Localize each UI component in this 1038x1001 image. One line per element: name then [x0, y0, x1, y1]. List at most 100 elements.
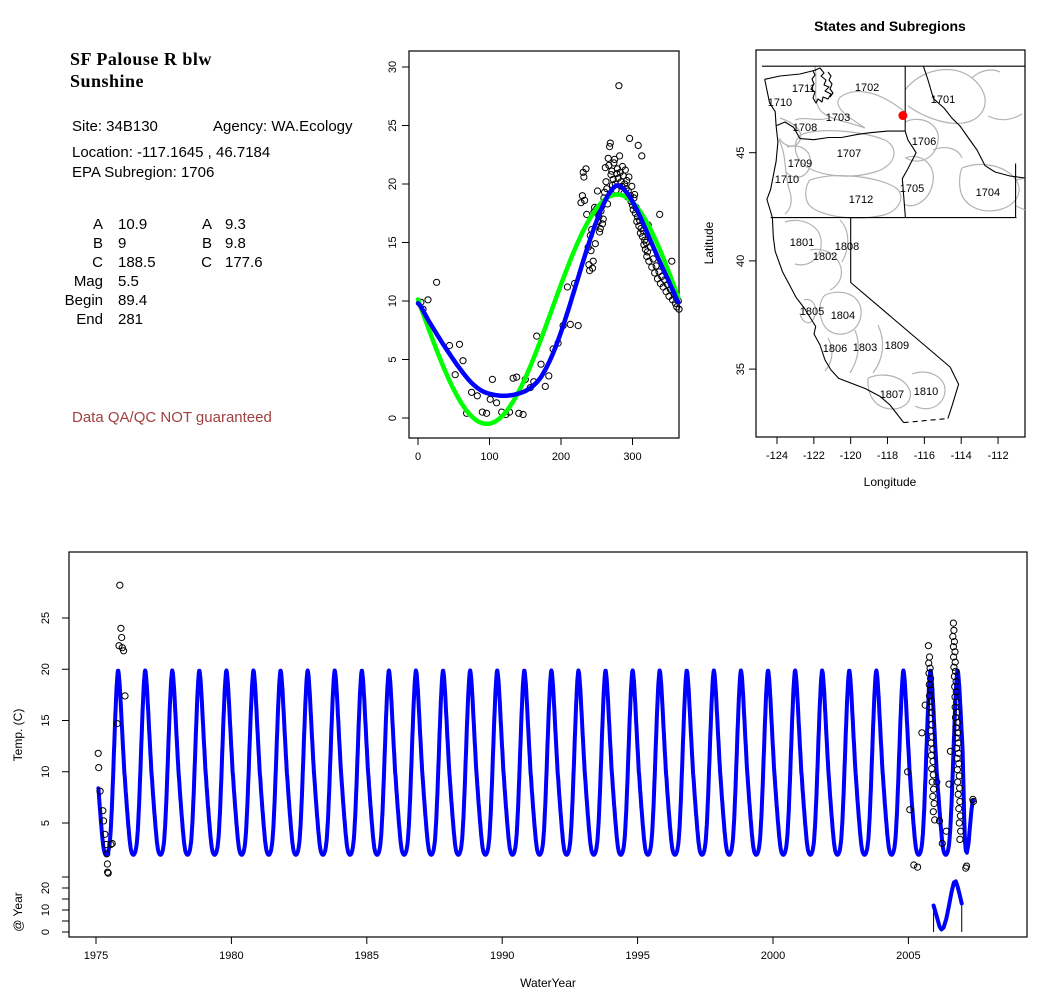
data-point — [951, 683, 959, 691]
data-point — [582, 165, 590, 173]
data-point — [478, 408, 486, 416]
x-tick-label: 1975 — [84, 950, 108, 962]
data-point — [931, 816, 939, 824]
subregion-label: 1707 — [837, 148, 861, 160]
data-point — [455, 340, 464, 348]
subregion-label: 1704 — [976, 187, 1000, 199]
data-point — [953, 754, 961, 762]
data-point — [957, 827, 965, 835]
parameter-value: 89.4 — [118, 292, 148, 309]
x-tick-label: 1985 — [355, 950, 379, 962]
subregion-label: 1802 — [813, 251, 837, 263]
data-point — [468, 388, 476, 396]
parameter-name: C — [201, 254, 212, 271]
data-point — [954, 749, 963, 757]
temp-tick-label: 10 — [40, 766, 52, 778]
data-point — [956, 812, 965, 820]
parameter-row: Mag 5.5 — [58, 272, 282, 291]
pacific-coastline — [764, 79, 905, 423]
data-point — [623, 176, 631, 185]
longitude-tick-label: -122 — [803, 450, 825, 462]
data-point — [963, 862, 971, 870]
data-point — [648, 263, 656, 271]
map-title: States and Subregions — [814, 18, 966, 34]
final-year-subplot — [931, 879, 964, 932]
y-tick-label: 10 — [387, 295, 399, 307]
final-year-curve — [931, 879, 964, 932]
data-point — [99, 807, 107, 815]
parameter-value: 177.6 — [225, 254, 263, 271]
parameter-value: 5.5 — [118, 273, 139, 290]
data-point — [515, 409, 523, 417]
data-point — [945, 780, 953, 788]
subregion-label: 1703 — [826, 112, 850, 124]
data-point — [596, 228, 604, 236]
data-point — [952, 688, 960, 696]
data-point — [954, 729, 962, 737]
parameter-value — [212, 310, 282, 329]
data-point — [625, 173, 633, 181]
data-point — [606, 139, 614, 147]
subregion-label: 1706 — [912, 136, 936, 148]
data-point — [929, 792, 937, 800]
data-point — [545, 372, 553, 380]
data-point — [927, 751, 936, 759]
wateryear-axis-label: WaterYear — [520, 976, 576, 990]
subregion-label: 1807 — [880, 389, 904, 401]
data-point — [604, 154, 612, 162]
parameter-row: Begin 89.4 — [58, 291, 282, 310]
site-location-marker — [898, 111, 908, 121]
year-axis-tick-label: 10 — [40, 904, 52, 916]
parameter-name: A — [201, 216, 212, 233]
data-point — [513, 373, 521, 381]
data-point — [950, 653, 958, 661]
data-point — [949, 643, 958, 651]
y-tick-label: 15 — [387, 236, 399, 248]
parameter-name: Mag — [73, 273, 103, 290]
data-point — [108, 839, 116, 848]
data-point — [930, 785, 938, 793]
data-point — [599, 215, 607, 223]
data-point — [593, 187, 602, 195]
parameter-name: Begin — [64, 292, 103, 309]
data-point — [103, 860, 112, 868]
data-point — [949, 632, 957, 641]
data-point — [121, 692, 129, 700]
seasonal-plot-axes: 0 100 200 300 0 5 10 15 20 25 30 — [387, 61, 642, 463]
x-tick-label: 100 — [480, 451, 498, 463]
data-point — [610, 159, 618, 167]
data-point — [656, 210, 664, 218]
subregion-label: 1709 — [788, 158, 812, 170]
subregion-label: 1710 — [775, 174, 799, 186]
parameter-name: B — [92, 235, 103, 252]
data-point — [609, 175, 617, 183]
latitude-tick-label: 35 — [735, 363, 747, 375]
timeseries-axes: 1975 1980 1985 1990 1995 2000 2005 5 10 15 20 25 0 10… — [40, 612, 921, 962]
data-point — [910, 861, 918, 869]
parameter-name: End — [76, 311, 103, 328]
fit-parameters-table: A 10.9 A 9.3 B 9 B 9.8 C 188.5 C 177.6 Mag 5.5 Begin 89… — [58, 215, 282, 329]
data-point — [638, 152, 646, 160]
data-point — [969, 797, 978, 806]
longitude-tick-label: -120 — [840, 450, 862, 462]
data-point — [486, 395, 494, 403]
data-point — [104, 869, 112, 877]
data-point — [951, 658, 959, 666]
timeseries-observation-points — [94, 581, 978, 877]
data-point — [926, 664, 934, 672]
data-point — [613, 169, 621, 178]
y-tick-label: 0 — [387, 415, 399, 421]
data-point — [951, 648, 959, 656]
parameter-value: 188.5 — [118, 254, 156, 271]
data-point — [533, 332, 541, 340]
site-agency-line: Site: 34B130 Agency: WA.Ecology — [72, 118, 353, 136]
subregion-label: 1810 — [914, 386, 938, 398]
site-title: SF Palouse R blw Sunshine — [70, 48, 212, 92]
site-title-line2: Sunshine — [70, 71, 145, 91]
data-point — [914, 863, 922, 871]
data-point — [616, 152, 624, 160]
data-point — [953, 718, 962, 727]
data-point — [94, 749, 102, 757]
seasonal-scatter-plot: 0 100 200 300 0 5 10 15 20 25 30 — [387, 50, 683, 463]
site-id: Site: 34B130 — [72, 118, 158, 135]
